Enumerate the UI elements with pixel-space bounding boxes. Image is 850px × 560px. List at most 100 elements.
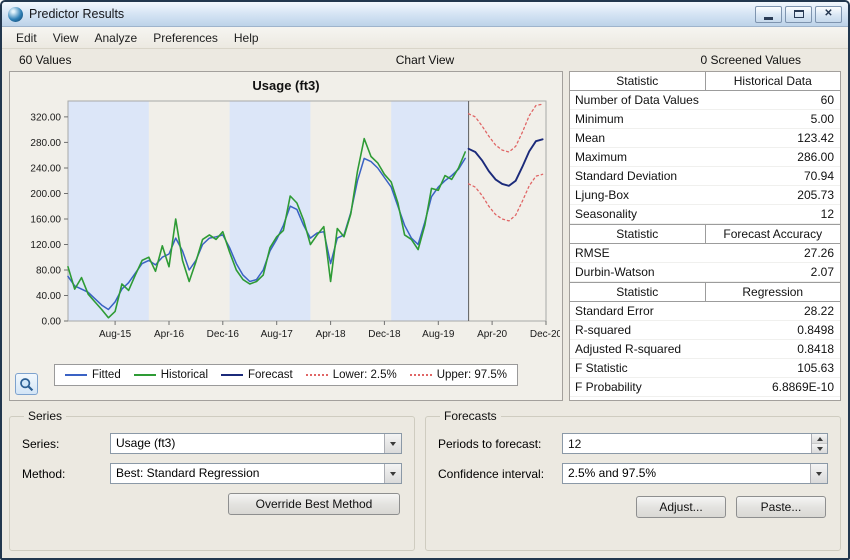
menu-edit[interactable]: Edit bbox=[16, 30, 37, 45]
stat-value: 123.42 bbox=[797, 131, 834, 145]
stats-col-header-regression: Regression bbox=[704, 283, 841, 301]
svg-text:200.00: 200.00 bbox=[30, 189, 61, 200]
chevron-down-icon bbox=[810, 464, 827, 483]
minimize-button[interactable] bbox=[755, 5, 782, 23]
confidence-row: Confidence interval: 2.5% and 97.5% bbox=[438, 463, 828, 484]
maximize-button[interactable] bbox=[785, 5, 812, 23]
content-area: 60 Values Chart View 0 Screened Values U… bbox=[2, 49, 848, 558]
stat-label: RMSE bbox=[575, 246, 610, 260]
stat-value: 28.22 bbox=[803, 304, 834, 318]
override-best-method-button[interactable]: Override Best Method bbox=[228, 493, 400, 515]
menu-analyze[interactable]: Analyze bbox=[94, 30, 138, 45]
svg-text:240.00: 240.00 bbox=[30, 164, 61, 175]
close-icon: ✕ bbox=[824, 8, 833, 19]
method-dropdown[interactable]: Best: Standard Regression bbox=[110, 463, 402, 484]
menu-preferences[interactable]: Preferences bbox=[153, 30, 218, 45]
series-dropdown[interactable]: Usage (ft3) bbox=[110, 433, 402, 454]
titlebar: Predictor Results ✕ bbox=[2, 2, 848, 27]
legend-line-swatch bbox=[305, 374, 328, 376]
bottom-row: Series Series: Usage (ft3) Method: Best:… bbox=[9, 409, 841, 551]
stat-label: Mean bbox=[575, 131, 606, 145]
stat-label: Minimum bbox=[575, 112, 624, 126]
svg-text:Dec-16: Dec-16 bbox=[207, 329, 240, 340]
table-row: Ljung-Box 205.73 bbox=[570, 186, 840, 205]
spinner-up-button[interactable] bbox=[812, 434, 827, 444]
forecasts-group: Forecasts Periods to forecast: Confidenc… bbox=[425, 409, 841, 551]
menubar: Edit View Analyze Preferences Help bbox=[2, 27, 848, 49]
svg-text:40.00: 40.00 bbox=[36, 291, 61, 302]
stats-col-header-historical-data: Historical Data bbox=[704, 72, 841, 90]
stat-value: 60 bbox=[820, 93, 834, 107]
chart-legend: Fitted Historical Forecast Lower: 2.5% Upper… bbox=[53, 364, 519, 386]
table-row: Adjusted R-squared 0.8418 bbox=[570, 340, 840, 359]
svg-text:Apr-16: Apr-16 bbox=[154, 329, 184, 340]
series-group: Series Series: Usage (ft3) Method: Best:… bbox=[9, 409, 415, 551]
stat-value: 5.00 bbox=[810, 112, 834, 126]
table-row: Durbin-Watson 2.07 bbox=[570, 263, 840, 282]
stat-label: F Statistic bbox=[575, 361, 628, 375]
stats-col-header-statistic: Statistic bbox=[616, 74, 659, 88]
chart-view-selector[interactable]: Chart View bbox=[395, 53, 455, 67]
chart-panel: Usage (ft3) 0.00 40.00 80.00 120.00 160.00 20… bbox=[9, 71, 563, 401]
table-row: Number of Data Values 60 bbox=[570, 91, 840, 110]
method-row: Method: Best: Standard Regression bbox=[22, 463, 402, 484]
confidence-interval-value: 2.5% and 97.5% bbox=[568, 466, 657, 480]
adjust-button[interactable]: Adjust... bbox=[636, 496, 726, 518]
screened-values-label: 0 Screened Values bbox=[700, 53, 801, 67]
paste-button[interactable]: Paste... bbox=[736, 496, 826, 518]
usage-forecast-chart: 0.00 40.00 80.00 120.00 160.00 200.00 240.00 28… bbox=[30, 100, 560, 340]
stats-header-forecast-accuracy: Statistic Forecast Accuracy bbox=[570, 224, 840, 244]
stat-label: Standard Deviation bbox=[575, 169, 678, 183]
zoom-button[interactable] bbox=[15, 373, 38, 395]
chart-title: Usage (ft3) bbox=[252, 78, 320, 93]
periods-to-forecast-input[interactable] bbox=[563, 434, 811, 453]
stat-value: 12 bbox=[820, 207, 834, 221]
table-row: Mean 123.42 bbox=[570, 129, 840, 148]
stat-label: Durbin-Watson bbox=[575, 265, 655, 279]
svg-text:280.00: 280.00 bbox=[30, 138, 61, 149]
legend-line-swatch bbox=[133, 374, 156, 376]
legend-line-swatch bbox=[221, 374, 244, 376]
periods-to-forecast-label: Periods to forecast: bbox=[438, 436, 542, 451]
series-group-label: Series bbox=[28, 409, 63, 423]
stats-header-historical-data: Statistic Historical Data bbox=[570, 72, 840, 91]
stat-label: Number of Data Values bbox=[575, 93, 699, 107]
stats-col-header-statistic: Statistic bbox=[616, 285, 659, 299]
svg-text:Dec-20: Dec-20 bbox=[530, 329, 560, 340]
minimize-icon bbox=[764, 16, 773, 20]
stat-value: 0.8418 bbox=[797, 342, 834, 356]
table-row: F Probability 6.8869E-10 bbox=[570, 378, 840, 397]
svg-text:0.00: 0.00 bbox=[42, 317, 62, 328]
legend-item-forecast: Forecast bbox=[221, 369, 293, 381]
spinner-buttons bbox=[811, 434, 827, 453]
svg-text:320.00: 320.00 bbox=[30, 112, 61, 123]
svg-text:120.00: 120.00 bbox=[30, 240, 61, 251]
periods-row: Periods to forecast: bbox=[438, 433, 828, 454]
maximize-icon bbox=[793, 10, 804, 18]
stat-label: R-squared bbox=[575, 323, 632, 337]
svg-text:Apr-20: Apr-20 bbox=[477, 329, 507, 340]
series-dropdown-value: Usage (ft3) bbox=[116, 436, 176, 450]
table-row: Maximum 286.00 bbox=[570, 148, 840, 167]
app-icon bbox=[8, 6, 23, 22]
svg-text:Aug-19: Aug-19 bbox=[422, 329, 455, 340]
table-row: RMSE 27.26 bbox=[570, 244, 840, 263]
confidence-interval-dropdown[interactable]: 2.5% and 97.5% bbox=[562, 463, 828, 484]
menu-help[interactable]: Help bbox=[233, 30, 259, 45]
menu-view[interactable]: View bbox=[52, 30, 79, 45]
legend-line-swatch bbox=[64, 374, 87, 376]
spinner-down-button[interactable] bbox=[812, 444, 827, 453]
periods-spinner bbox=[562, 433, 828, 454]
legend-row: Fitted Historical Forecast Lower: 2.5% Upper… bbox=[12, 359, 560, 391]
table-row: Minimum 5.00 bbox=[570, 110, 840, 129]
legend-item-upper-97-5: Upper: 97.5% bbox=[409, 369, 507, 381]
stat-value: 2.07 bbox=[810, 265, 834, 279]
legend-label: Historical bbox=[160, 369, 209, 381]
svg-text:Aug-15: Aug-15 bbox=[99, 329, 132, 340]
legend-item-historical: Historical bbox=[133, 369, 209, 381]
legend-item-fitted: Fitted bbox=[64, 369, 121, 381]
method-dropdown-value: Best: Standard Regression bbox=[116, 466, 260, 480]
close-button[interactable]: ✕ bbox=[815, 5, 842, 23]
svg-text:Apr-18: Apr-18 bbox=[316, 329, 346, 340]
